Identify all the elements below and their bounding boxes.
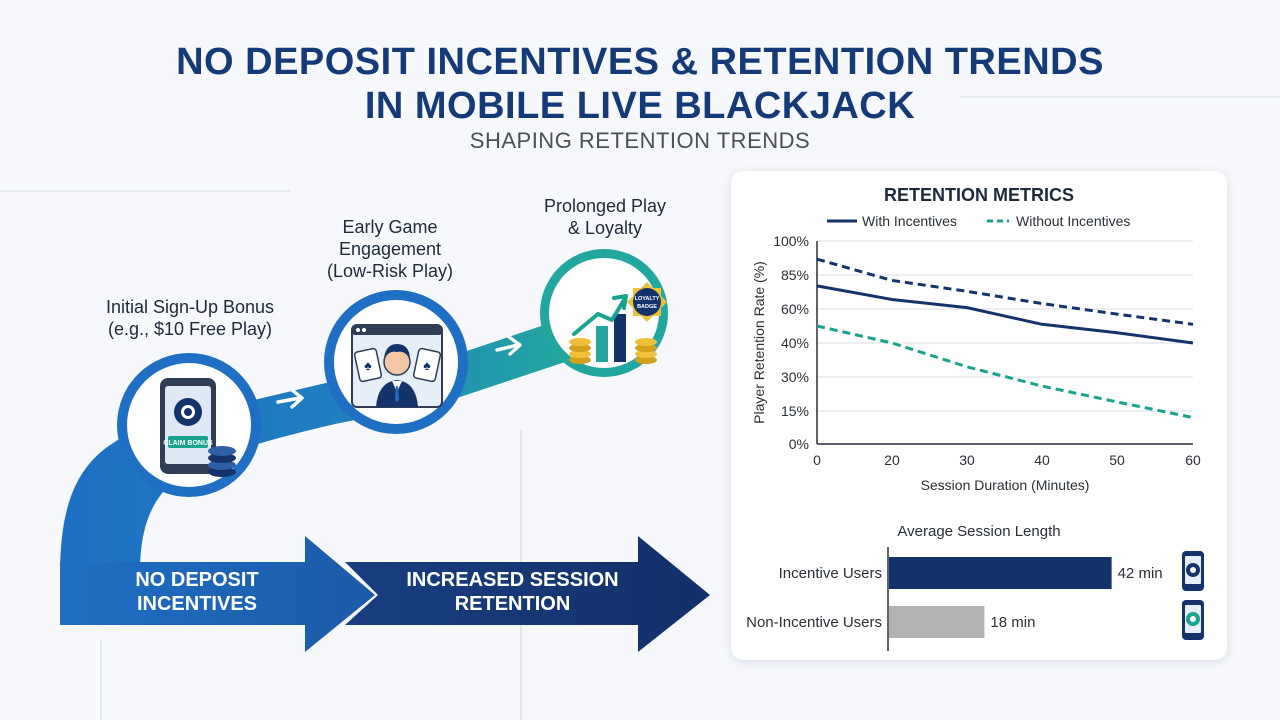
flow-diagram: CLAIM BONUS ♠ ♠ <box>60 249 710 652</box>
x-axis-label: Session Duration (Minutes) <box>921 477 1090 493</box>
stage2-title-line2: Engagement <box>338 239 442 259</box>
page-subtitle: SHAPING RETENTION TRENDS <box>469 128 811 153</box>
retention-charts: With Incentives Without Incentives 0% 15% 30… <box>746 213 1204 651</box>
card-spade-icon <box>412 347 442 383</box>
y-axis-label: Player Retention Rate (%) <box>751 261 767 424</box>
stage2-subtitle: (Low-Risk Play) <box>326 261 454 281</box>
claim-bonus-text: CLAIM BONUS <box>163 440 213 447</box>
stage3-label: Prolonged Play & Loyalty <box>520 195 690 239</box>
stage2-label: Early Game Engagement (Low-Risk Play) <box>290 216 490 282</box>
stage3-title-line2: & Loyalty <box>567 218 643 238</box>
badge-text-line1: LOYALTY <box>635 296 660 302</box>
player-avatar-icon <box>376 344 418 407</box>
bar-value-label: 18 min <box>990 614 1035 631</box>
x-tick-label: 20 <box>884 452 900 468</box>
page-title-line1: NO DEPOSIT INCENTIVES & RETENTION TRENDS <box>176 41 1104 83</box>
x-tick-label: 30 <box>959 452 975 468</box>
page-title-line2: IN MOBILE LIVE BLACKJACK <box>364 85 916 127</box>
series-line-1 <box>816 284 1194 345</box>
bar <box>889 557 1112 589</box>
loyalty-circle: LOYALTY BADGE <box>540 249 668 377</box>
bar-value-label: 42 min <box>1118 565 1163 582</box>
card-spade-icon <box>353 347 383 383</box>
signup-bonus-circle: CLAIM BONUS <box>117 353 261 497</box>
bar-chart-title: Average Session Length <box>897 523 1060 540</box>
series-line-3 <box>816 257 1194 326</box>
legend-label-with-incentives: With Incentives <box>862 213 957 229</box>
y-tick-label: 85% <box>781 267 809 283</box>
session-retention-arrow <box>345 536 710 652</box>
growth-bars-icon <box>596 314 626 362</box>
coin-stack-icon <box>635 338 657 364</box>
chip-stack-icon <box>208 446 236 477</box>
stage1-subtitle: (e.g., $10 Free Play) <box>107 319 273 339</box>
y-tick-label: 15% <box>781 403 809 419</box>
legend-label-without-incentives: Without Incentives <box>1016 213 1130 229</box>
background-line <box>100 640 102 720</box>
y-tick-label: 30% <box>781 369 809 385</box>
no-deposit-label: NO DEPOSIT INCENTIVES <box>92 568 302 616</box>
y-tick-label: 60% <box>781 301 809 317</box>
session-retention-line1: INCREASED SESSION <box>406 569 619 591</box>
x-tick-label: 50 <box>1109 452 1125 468</box>
coin-stack-icon <box>569 338 591 364</box>
svg-text:♠: ♠ <box>364 357 372 373</box>
loyalty-badge-icon: LOYALTY BADGE <box>627 282 667 322</box>
bar-category-label: Non-Incentive Users <box>746 614 882 631</box>
background-line <box>0 190 290 192</box>
early-engagement-circle: ♠ ♠ <box>324 290 468 434</box>
stage2-title-line1: Early Game <box>342 217 438 237</box>
y-tick-label: 40% <box>781 335 809 351</box>
poker-chip-center <box>1190 567 1196 573</box>
arrow-right-icon <box>276 388 304 409</box>
stage3-title-line1: Prolonged Play <box>543 196 667 216</box>
series-line-2 <box>816 324 1194 420</box>
y-tick-label: 0% <box>789 436 809 452</box>
x-tick-label: 60 <box>1185 452 1201 468</box>
stage1-title: Initial Sign-Up Bonus <box>105 297 275 317</box>
svg-text:♠: ♠ <box>423 357 431 373</box>
x-tick-label: 0 <box>813 452 821 468</box>
bar <box>889 606 985 638</box>
arrow-right-icon <box>495 335 522 356</box>
no-deposit-line1: NO DEPOSIT <box>135 569 259 591</box>
session-retention-line2: RETENTION <box>454 593 571 615</box>
trend-up-arrow-icon <box>572 298 626 336</box>
chart-title: RETENTION METRICS <box>883 185 1074 205</box>
bar-category-label: Incentive Users <box>779 565 882 582</box>
no-deposit-line2: INCENTIVES <box>136 593 258 615</box>
no-deposit-arrow <box>60 536 375 652</box>
x-tick-label: 40 <box>1034 452 1050 468</box>
badge-text-line2: BADGE <box>637 304 657 310</box>
background-line <box>960 96 1280 98</box>
poker-chip-center <box>1190 616 1196 622</box>
y-tick-label: 100% <box>773 233 809 249</box>
session-retention-label: INCREASED SESSION RETENTION <box>380 568 645 616</box>
stage1-label: Initial Sign-Up Bonus (e.g., $10 Free Pl… <box>60 296 320 340</box>
